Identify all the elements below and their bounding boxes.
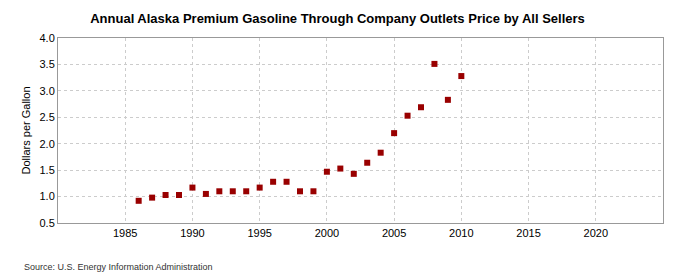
svg-text:4.0: 4.0	[40, 32, 55, 44]
svg-text:2.0: 2.0	[40, 138, 55, 150]
svg-text:1.0: 1.0	[40, 190, 55, 202]
svg-text:1.5: 1.5	[40, 164, 55, 176]
svg-text:1990: 1990	[180, 227, 204, 239]
svg-text:Annual Alaska Premium Gasoline: Annual Alaska Premium Gasoline Through C…	[90, 11, 585, 26]
svg-text:1985: 1985	[113, 227, 137, 239]
svg-text:2010: 2010	[449, 227, 473, 239]
svg-text:1995: 1995	[247, 227, 271, 239]
svg-text:0.5: 0.5	[40, 217, 55, 229]
svg-text:2000: 2000	[315, 227, 339, 239]
svg-text:3.0: 3.0	[40, 85, 55, 97]
svg-text:Source: U.S. Energy Informatio: Source: U.S. Energy Information Administ…	[24, 262, 213, 272]
svg-text:3.5: 3.5	[40, 58, 55, 70]
svg-text:2020: 2020	[584, 227, 608, 239]
svg-text:2005: 2005	[382, 227, 406, 239]
svg-text:Dollars per Gallon: Dollars per Gallon	[20, 86, 32, 174]
svg-text:2015: 2015	[516, 227, 540, 239]
svg-text:2.5: 2.5	[40, 111, 55, 123]
